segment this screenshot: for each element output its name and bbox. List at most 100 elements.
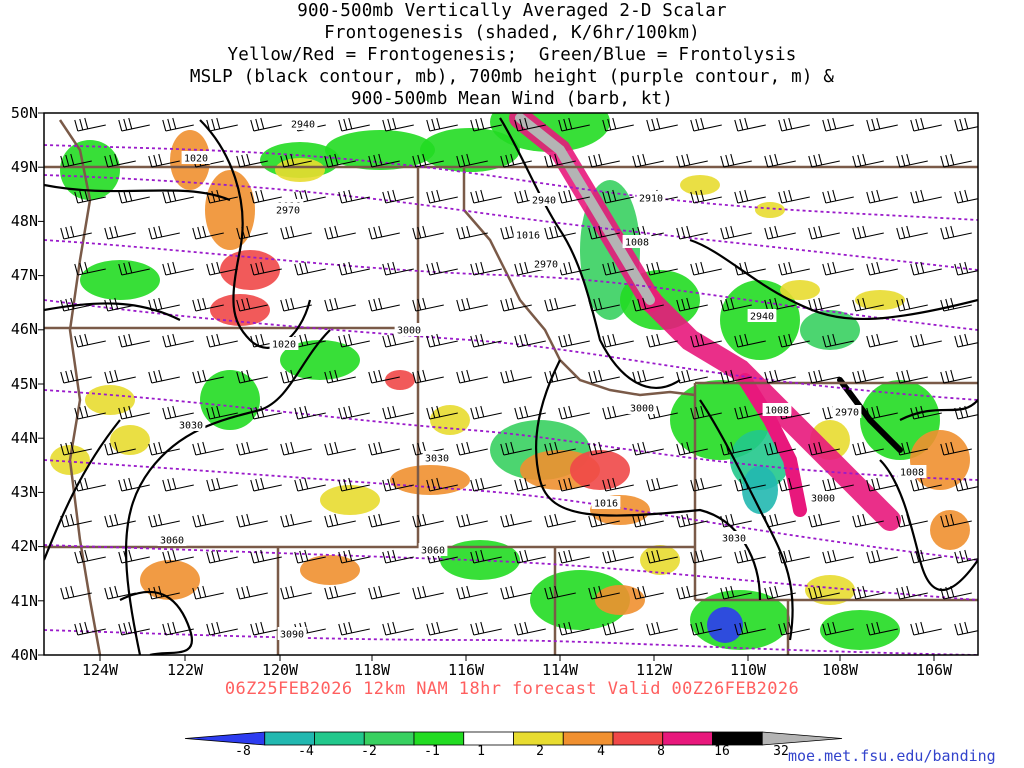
wind-barb-307 bbox=[646, 621, 678, 636]
wind-barb-142 bbox=[778, 333, 810, 348]
wind-barb-40 bbox=[896, 153, 928, 168]
title-line-3: Yellow/Red = Frontogenesis; Green/Blue =… bbox=[227, 45, 797, 65]
wind-barb-19 bbox=[910, 117, 942, 132]
height-label-9-bg bbox=[832, 405, 862, 418]
mslp-contour-10 bbox=[689, 238, 978, 321]
wind-barb-96 bbox=[602, 261, 634, 276]
fronto-patch-47 bbox=[385, 370, 415, 390]
wind-barb-226 bbox=[778, 477, 810, 492]
wind-barb-140 bbox=[690, 333, 722, 348]
height-label-1: 2970 bbox=[276, 206, 300, 217]
wind-barb-107 bbox=[148, 297, 180, 312]
wind-barb-102 bbox=[866, 261, 898, 276]
wind-barb-196 bbox=[368, 441, 400, 456]
wind-barb-273 bbox=[60, 585, 92, 600]
wind-barb-188 bbox=[954, 405, 978, 420]
fronto-patch-29 bbox=[595, 585, 645, 615]
wind-barb-25 bbox=[236, 153, 268, 168]
wind-barb-200 bbox=[544, 441, 576, 456]
wind-barb-255 bbox=[206, 549, 238, 564]
lat-label-48n: 48N bbox=[10, 212, 38, 230]
lon-label-110w: 110W bbox=[729, 661, 767, 679]
wind-barb-312 bbox=[866, 621, 898, 636]
wind-barb-250 bbox=[896, 513, 928, 528]
height-label-12: 3060 bbox=[160, 536, 184, 547]
wind-barb-193 bbox=[236, 441, 268, 456]
height-label-15: 3090 bbox=[280, 630, 304, 641]
wind-barb-301 bbox=[382, 621, 414, 636]
wind-barb-27 bbox=[324, 153, 356, 168]
wind-barb-231 bbox=[60, 513, 92, 528]
fronto-patch-34 bbox=[680, 175, 720, 195]
wind-barb-222 bbox=[602, 477, 634, 492]
wind-barb-126 bbox=[74, 333, 106, 348]
wind-barb-207 bbox=[852, 441, 884, 456]
wind-barb-164 bbox=[808, 369, 840, 384]
wind-barb-300 bbox=[338, 621, 370, 636]
forecast-valid-time: 06Z25FEB2026 12km NAM 18hr forecast Vali… bbox=[224, 679, 800, 699]
wind-barb-295 bbox=[118, 621, 150, 636]
wind-barb-311 bbox=[822, 621, 854, 636]
wind-barb-157 bbox=[500, 369, 532, 384]
fronto-patch-42 bbox=[320, 485, 380, 515]
wind-barb-228 bbox=[866, 477, 898, 492]
wind-barb-123 bbox=[852, 297, 884, 312]
height-label-11-bg bbox=[808, 491, 838, 504]
mslp-label-7-bg bbox=[897, 465, 927, 478]
fronto-patch-46 bbox=[110, 425, 150, 455]
fronto-patch-30 bbox=[910, 430, 970, 490]
wind-barb-194 bbox=[280, 441, 312, 456]
fronto-patch-26 bbox=[570, 450, 630, 490]
wind-barb-99 bbox=[734, 261, 766, 276]
wind-barb-246 bbox=[720, 513, 752, 528]
wind-barb-125 bbox=[940, 297, 972, 312]
height-label-7: 3030 bbox=[179, 421, 203, 432]
wind-barb-4 bbox=[250, 117, 282, 132]
lat-label-41n: 41N bbox=[10, 592, 38, 610]
height-label-3: 2910 bbox=[639, 194, 663, 205]
colorbar-label-16: 16 bbox=[714, 744, 730, 759]
height-label-14-bg bbox=[719, 531, 749, 544]
contour-labels: 1020101610161008102010161008100829402970… bbox=[157, 117, 927, 641]
wind-barb-26 bbox=[280, 153, 312, 168]
fronto-patch-18 bbox=[60, 140, 120, 200]
height-label-0-bg bbox=[288, 117, 318, 130]
wind-barb-14 bbox=[690, 117, 722, 132]
lat-label-47n: 47N bbox=[10, 266, 38, 284]
mslp-label-3: 1008 bbox=[625, 238, 649, 249]
wind-barb-165 bbox=[852, 369, 884, 384]
wind-barb-80 bbox=[808, 225, 840, 240]
wind-barb-233 bbox=[148, 513, 180, 528]
wind-barb-44 bbox=[162, 189, 194, 204]
wind-barb-111 bbox=[324, 297, 356, 312]
height-label-14: 3030 bbox=[722, 534, 746, 545]
wind-barb-206 bbox=[808, 441, 840, 456]
height-label-13: 3060 bbox=[421, 546, 445, 557]
wind-barb-70 bbox=[368, 225, 400, 240]
lat-label-50n: 50N bbox=[10, 104, 38, 122]
height-label-12-bg bbox=[157, 533, 187, 546]
wind-barb-114 bbox=[456, 297, 488, 312]
wind-barb-83 bbox=[940, 225, 972, 240]
wind-barb-17 bbox=[822, 117, 854, 132]
mslp-contour-6 bbox=[699, 399, 794, 641]
colorbar-label-m2: -2 bbox=[361, 744, 377, 759]
lon-label-122w: 122W bbox=[166, 661, 204, 679]
height-label-8: 3000 bbox=[630, 404, 654, 415]
wind-barb-217 bbox=[382, 477, 414, 492]
wind-barb-287 bbox=[676, 585, 708, 600]
wind-barb-224 bbox=[690, 477, 722, 492]
fronto-patch-36 bbox=[780, 280, 820, 300]
height-label-11: 3000 bbox=[811, 494, 835, 505]
wind-barb-177 bbox=[470, 405, 502, 420]
height-label-7-bg bbox=[176, 418, 206, 431]
wind-barb-104 bbox=[954, 261, 978, 276]
wind-barb-79 bbox=[764, 225, 796, 240]
fronto-patch-16 bbox=[200, 370, 260, 430]
wind-barb-128 bbox=[162, 333, 194, 348]
credit-url[interactable]: moe.met.fsu.edu/banding bbox=[788, 747, 996, 765]
wind-barb-67 bbox=[236, 225, 268, 240]
wind-barb-23 bbox=[148, 153, 180, 168]
wind-barb-115 bbox=[500, 297, 532, 312]
wind-barb-230 bbox=[954, 477, 978, 492]
